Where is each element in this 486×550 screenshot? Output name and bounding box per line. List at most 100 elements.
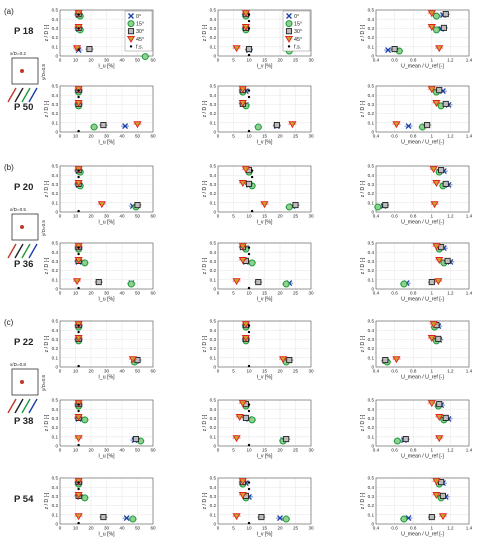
marker-s15 xyxy=(282,515,290,523)
x-tick-label: 1.4 xyxy=(466,58,473,63)
x-axis-label: U_mean / U_ref [-] xyxy=(401,454,444,460)
marker-s45 xyxy=(238,243,247,251)
dot-mark xyxy=(77,521,80,525)
y-axis-label: z / D [-] xyxy=(44,180,50,197)
plot-frame xyxy=(217,165,312,213)
x-tick-label: 50 xyxy=(135,448,141,453)
marker-fs xyxy=(77,252,80,256)
plot-frame xyxy=(375,242,470,290)
marker-s0 xyxy=(123,515,130,522)
square-mark xyxy=(438,244,445,251)
x-tick-label: 1.4 xyxy=(466,214,473,219)
legend-label: 30° xyxy=(136,29,144,35)
marker-fs xyxy=(77,169,80,172)
marker-s45 xyxy=(126,35,136,43)
section-label: (b) xyxy=(4,163,14,172)
y-tick-label: 0.4 xyxy=(368,485,375,490)
panel: 0 5 10 15 20 25 30 0 0.1 0.2 0.3 0.4 0.5 I_v [%] z / D… xyxy=(202,398,314,460)
marker-fs xyxy=(77,246,80,249)
x-tick-label: 20 xyxy=(277,134,283,139)
inset-label-right: y/D=0.5 xyxy=(41,220,46,236)
x-tick-label: 40 xyxy=(119,58,125,63)
marker-s45 xyxy=(74,414,83,421)
marker-s45 xyxy=(74,513,83,521)
x-tick-label: 40 xyxy=(119,448,125,453)
marker-s45 xyxy=(260,201,269,209)
x-axis-label: I_v [%] xyxy=(257,532,273,538)
square-mark xyxy=(436,87,443,94)
triangle-mark xyxy=(74,492,83,499)
triangle-mark xyxy=(74,100,83,107)
square-mark xyxy=(440,24,447,31)
square-mark xyxy=(100,122,107,129)
x-tick-label: 30 xyxy=(308,526,314,531)
marker-fs xyxy=(77,95,80,99)
marker-s15 xyxy=(285,20,293,28)
x-tick-label: 0.8 xyxy=(410,214,417,219)
plot-frame xyxy=(375,165,470,213)
x-tick-label: 40 xyxy=(119,134,125,139)
y-axis-label: z / D [-] xyxy=(202,180,208,197)
x-tick-label: 60 xyxy=(150,369,156,374)
x-tick-label: 25 xyxy=(293,214,299,219)
triangle-mark xyxy=(427,400,436,408)
y-tick-label: 0.2 xyxy=(368,268,375,273)
y-axis-label: z / D [-] xyxy=(360,24,366,41)
x-tick-label: 30 xyxy=(308,58,314,63)
marker-s15 xyxy=(81,259,89,267)
marker-fs xyxy=(247,95,251,99)
dot-mark xyxy=(247,364,251,368)
x-tick-label: 30 xyxy=(308,214,314,219)
x-tick-label: 5 xyxy=(232,214,235,219)
marker-fs xyxy=(247,246,251,249)
marker-s30 xyxy=(255,279,262,286)
marker-s30 xyxy=(442,11,449,18)
marker-fs xyxy=(77,209,80,213)
marker-s30 xyxy=(444,257,451,264)
y-tick-label: 0.4 xyxy=(368,17,375,22)
marker-s45 xyxy=(74,257,83,264)
y-tick-label: 0.3 xyxy=(52,259,59,264)
marker-fs xyxy=(77,89,80,92)
x-tick-label: 10 xyxy=(246,134,252,139)
y-tick-label: 0.4 xyxy=(210,17,217,22)
marker-s45 xyxy=(238,180,247,187)
x-axis-label: I_v [%] xyxy=(257,220,273,226)
y-tick-label: 0.1 xyxy=(210,512,217,517)
marker-fs xyxy=(247,252,251,256)
plot-frame xyxy=(375,85,470,133)
x-tick-label: 50 xyxy=(135,526,141,531)
y-tick-label: 0.1 xyxy=(52,355,59,360)
y-tick-label: 0 xyxy=(213,522,216,527)
legend-label: f.s. xyxy=(294,44,301,50)
y-tick-label: 0 xyxy=(213,365,216,370)
building-inset: x/D=0.2 y/D=0.8 xyxy=(7,51,46,103)
y-tick-label: 0.2 xyxy=(210,111,217,116)
y-tick-label: 0.2 xyxy=(52,425,59,430)
y-tick-label: 0.1 xyxy=(52,44,59,49)
marker-s45 xyxy=(74,180,83,187)
y-axis-label: z / D [-] xyxy=(44,492,50,509)
legend: 0° 15°30° 45°f.s. xyxy=(282,10,311,52)
x-tick-label: 60 xyxy=(150,58,156,63)
x-tick-label: 10 xyxy=(73,369,79,374)
marker-s45 xyxy=(238,100,247,107)
y-tick-label: 0.3 xyxy=(52,182,59,187)
wind-arrow xyxy=(21,243,31,259)
y-tick-label: 0 xyxy=(371,54,374,59)
marker-s45 xyxy=(429,166,438,174)
y-tick-label: 0.5 xyxy=(368,319,375,324)
dot-mark xyxy=(77,89,80,92)
y-tick-label: 0.1 xyxy=(210,200,217,205)
y-tick-label: 0.4 xyxy=(368,328,375,333)
x-tick-label: 0.8 xyxy=(410,291,417,296)
marker-s15 xyxy=(127,280,135,288)
marker-fs xyxy=(247,13,251,16)
x-tick-label: 30 xyxy=(104,134,110,139)
x-tick-label: 15 xyxy=(262,214,268,219)
dot-mark xyxy=(247,409,251,413)
y-tick-label: 0.2 xyxy=(52,111,59,116)
y-axis-label: z / D [-] xyxy=(360,335,366,352)
dot-mark xyxy=(247,53,251,57)
y-tick-label: 0.5 xyxy=(52,319,59,324)
